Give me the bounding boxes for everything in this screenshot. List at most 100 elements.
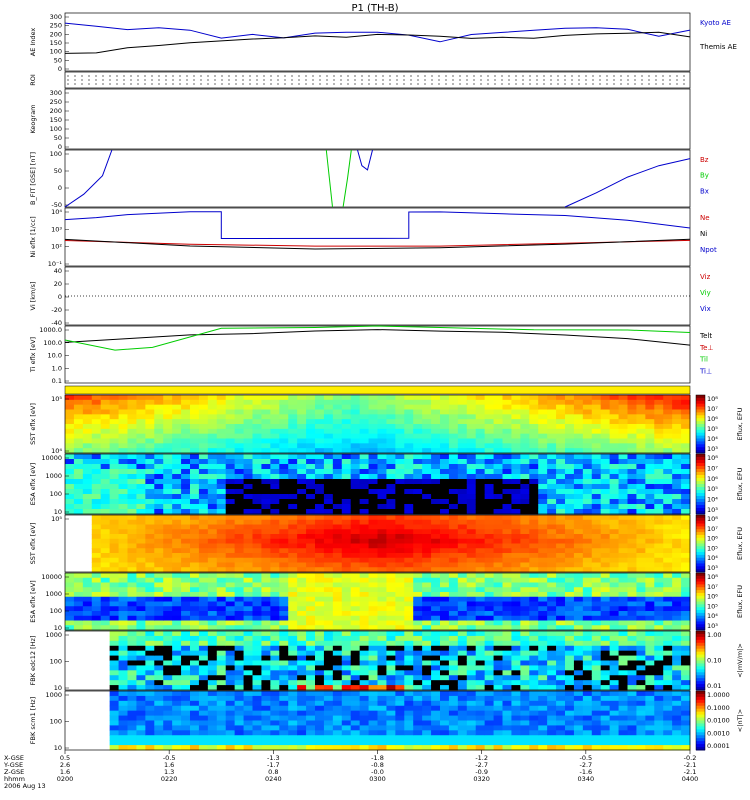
- heatmap-cell: [207, 557, 218, 563]
- heatmap-cell: [198, 655, 209, 661]
- heatmap-cell: [154, 665, 164, 671]
- heatmap-cell: [315, 489, 325, 495]
- roi-dot: [683, 75, 685, 77]
- heatmap-cell: [82, 553, 93, 559]
- heatmap-cell: [681, 625, 691, 631]
- heatmap-cell: [413, 519, 423, 525]
- heatmap-cell: [127, 611, 137, 617]
- heatmap-cell: [181, 577, 191, 583]
- heatmap-cell: [154, 484, 164, 490]
- heatmap-cell: [556, 474, 566, 480]
- heatmap-cell: [466, 409, 477, 415]
- heatmap-cell: [100, 479, 111, 485]
- heatmap-cell: [377, 443, 387, 449]
- heatmap-cell: [154, 650, 164, 657]
- heatmap-cell: [582, 543, 593, 549]
- series-line: [564, 158, 691, 208]
- heatmap-cell: [466, 479, 477, 485]
- heatmap-cell: [109, 419, 120, 425]
- heatmap-cell: [565, 399, 575, 406]
- heatmap-cell: [127, 680, 137, 686]
- heatmap-cell: [681, 577, 691, 583]
- heatmap-cell: [457, 424, 468, 430]
- heatmap-cell: [118, 469, 128, 475]
- heatmap-cell: [288, 592, 298, 598]
- heatmap-cell: [216, 474, 227, 480]
- heatmap-cell: [198, 606, 209, 612]
- heatmap-cell: [315, 524, 325, 530]
- heatmap-cell: [368, 454, 378, 460]
- heatmap-cell: [341, 448, 352, 454]
- heatmap-cell: [315, 448, 325, 454]
- heatmap-cell: [279, 433, 289, 439]
- heatmap-cell: [431, 459, 441, 465]
- heatmap-cell: [591, 562, 602, 568]
- colorbar-frame: [695, 514, 706, 573]
- heatmap-cell: [636, 582, 646, 588]
- heatmap-cell: [645, 448, 655, 454]
- heatmap-cell: [520, 469, 530, 475]
- heatmap-cell: [207, 592, 218, 598]
- heatmap-cell: [190, 567, 200, 573]
- heatmap-cell: [404, 553, 414, 559]
- heatmap-cell: [609, 499, 620, 505]
- heatmap-cell: [681, 494, 691, 500]
- heatmap-cell: [145, 443, 155, 449]
- heatmap-cell: [100, 529, 111, 535]
- heatmap-cell: [198, 484, 209, 490]
- heatmap-cell: [502, 592, 512, 598]
- heatmap-cell: [198, 645, 209, 652]
- heatmap-cell: [261, 562, 271, 568]
- heatmap-cell: [475, 519, 486, 525]
- heatmap-cell: [288, 399, 298, 406]
- heatmap-cell: [448, 582, 459, 588]
- heatmap-cell: [118, 680, 128, 686]
- heatmap-cell: [109, 592, 120, 598]
- heatmap-cell: [672, 685, 682, 691]
- heatmap-cell: [154, 414, 164, 420]
- heatmap-cell: [243, 582, 253, 588]
- heatmap-cell: [234, 395, 245, 401]
- heatmap-cell: [466, 428, 477, 435]
- heatmap-cell: [270, 548, 280, 554]
- colorbar-tick: 10⁶: [707, 475, 718, 483]
- heatmap-cell: [511, 543, 521, 549]
- heatmap-cell: [207, 438, 218, 444]
- heatmap-cell: [261, 601, 271, 607]
- heatmap-cell: [582, 448, 593, 454]
- heatmap-cell: [109, 611, 120, 617]
- heatmap-cell: [306, 454, 316, 460]
- heatmap-cell: [681, 519, 691, 525]
- heatmap-cell: [198, 691, 209, 697]
- heatmap-cell: [493, 474, 503, 480]
- heatmap-cell: [127, 730, 137, 736]
- heatmap-cell: [172, 670, 182, 676]
- heatmap-cell: [573, 515, 584, 521]
- heatmap-cell: [82, 562, 93, 568]
- heatmap-cell: [100, 499, 111, 505]
- heatmap-cell: [404, 529, 414, 535]
- heatmap-cell: [422, 509, 432, 515]
- heatmap-cell: [413, 611, 423, 617]
- heatmap-cell: [618, 404, 628, 410]
- heatmap-cell: [609, 489, 620, 495]
- heatmap-cell: [672, 640, 682, 647]
- roi-dot: [662, 83, 664, 85]
- heatmap-cell: [216, 494, 227, 500]
- heatmap-cell: [216, 745, 227, 751]
- heatmap-cell: [216, 469, 227, 475]
- heatmap-cell: [350, 620, 361, 626]
- heatmap-cell: [270, 587, 280, 593]
- heatmap-cell: [73, 680, 84, 686]
- heatmap-cell: [172, 469, 182, 475]
- heatmap-cell: [511, 645, 521, 652]
- heatmap-cell: [252, 515, 262, 521]
- heatmap-cell: [636, 459, 646, 465]
- heatmap-cell: [252, 399, 262, 406]
- heatmap-cell: [172, 443, 182, 449]
- heatmap-cell: [207, 720, 218, 726]
- heatmap-cell: [493, 409, 503, 415]
- heatmap-cell: [618, 655, 628, 661]
- heatmap-cell: [136, 509, 146, 515]
- heatmap-cell: [672, 469, 682, 475]
